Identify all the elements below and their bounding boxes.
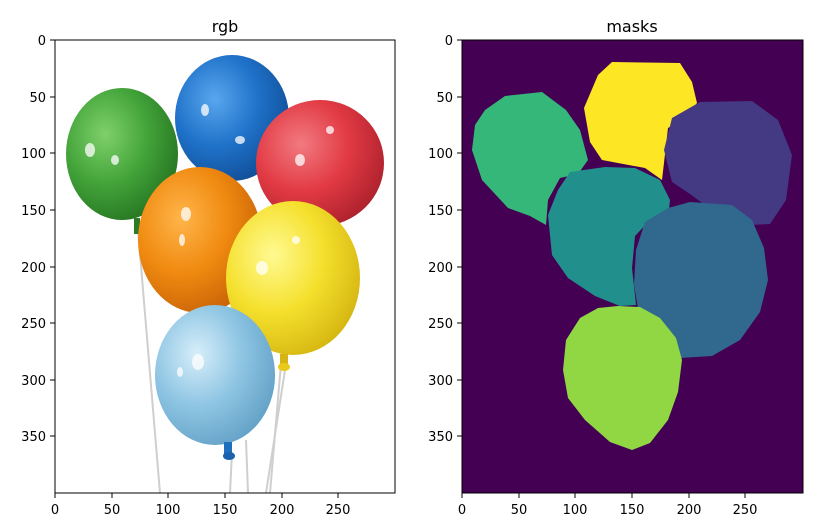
mask-region-blue — [634, 202, 768, 358]
green-balloon — [66, 88, 178, 220]
rgb-x-tick-label: 150 — [213, 503, 238, 518]
mask-region-purple — [664, 101, 792, 225]
rgb-x-tick-label: 200 — [270, 503, 295, 518]
green-balloon-knot — [134, 218, 140, 234]
mask-region-yellow — [584, 62, 697, 180]
balloon-strings — [137, 229, 286, 493]
masks-y-tick-label: 250 — [428, 317, 453, 332]
rgb-panel: rgb — [21, 17, 396, 518]
rgb-x-tick-label: 50 — [104, 503, 121, 518]
masks-y-tick-label: 350 — [428, 430, 453, 445]
masks-panel: masks 0 50 100 150 20 — [428, 17, 804, 518]
light-blue-balloon-knot — [224, 442, 232, 454]
masks-x-tick-label: 100 — [563, 503, 588, 518]
red-balloon — [256, 100, 384, 226]
rgb-panel-title: rgb — [212, 17, 239, 36]
rgb-y-tick-label: 350 — [21, 430, 46, 445]
mask-image — [462, 40, 803, 493]
masks-y-tick-label: 100 — [428, 147, 453, 162]
rgb-y-tick-label: 0 — [38, 34, 46, 49]
masks-x-tick-label: 150 — [620, 503, 645, 518]
rgb-y-ticks — [50, 39, 55, 437]
yellow-balloon — [226, 201, 360, 355]
rgb-x-tick-label: 100 — [156, 503, 181, 518]
masks-y-tick-label: 150 — [428, 204, 453, 219]
masks-x-tick-label: 250 — [733, 503, 758, 518]
rgb-x-tick-label: 250 — [326, 503, 351, 518]
masks-y-tick-labels: 0 50 100 150 200 250 300 350 — [428, 34, 453, 445]
rgb-y-tick-label: 250 — [21, 317, 46, 332]
masks-x-tick-label: 0 — [458, 503, 466, 518]
masks-x-tick-label: 50 — [511, 503, 528, 518]
mask-region-teal — [548, 167, 670, 306]
rgb-x-ticks — [54, 493, 339, 498]
balloon-photo — [66, 55, 384, 493]
masks-y-ticks — [457, 39, 462, 437]
masks-y-tick-label: 50 — [436, 91, 453, 106]
yellow-balloon-knot — [280, 354, 288, 364]
rgb-x-tick-label: 0 — [51, 503, 59, 518]
light-blue-balloon — [155, 305, 275, 445]
balloon-highlights — [85, 104, 334, 377]
masks-x-ticks — [461, 493, 746, 498]
masks-panel-title: masks — [606, 17, 657, 36]
masks-x-tick-label: 200 — [677, 503, 702, 518]
yellow-balloon-tie — [278, 363, 290, 371]
rgb-y-tick-label: 300 — [21, 374, 46, 389]
rgb-y-tick-labels: 0 50 100 150 200 250 300 350 — [21, 34, 46, 445]
rgb-x-tick-labels: 0 50 100 150 200 250 — [51, 503, 351, 518]
rgb-y-tick-label: 200 — [21, 261, 46, 276]
rgb-y-tick-label: 100 — [21, 147, 46, 162]
rgb-y-tick-label: 50 — [29, 91, 46, 106]
mask-region-lime — [563, 306, 682, 450]
rgb-y-tick-label: 150 — [21, 204, 46, 219]
masks-y-tick-label: 300 — [428, 374, 453, 389]
masks-y-tick-label: 200 — [428, 261, 453, 276]
light-blue-balloon-tie — [223, 452, 235, 460]
mask-region-green — [472, 92, 588, 225]
masks-y-tick-label: 0 — [445, 34, 453, 49]
masks-x-tick-labels: 0 50 100 150 200 250 — [458, 503, 758, 518]
